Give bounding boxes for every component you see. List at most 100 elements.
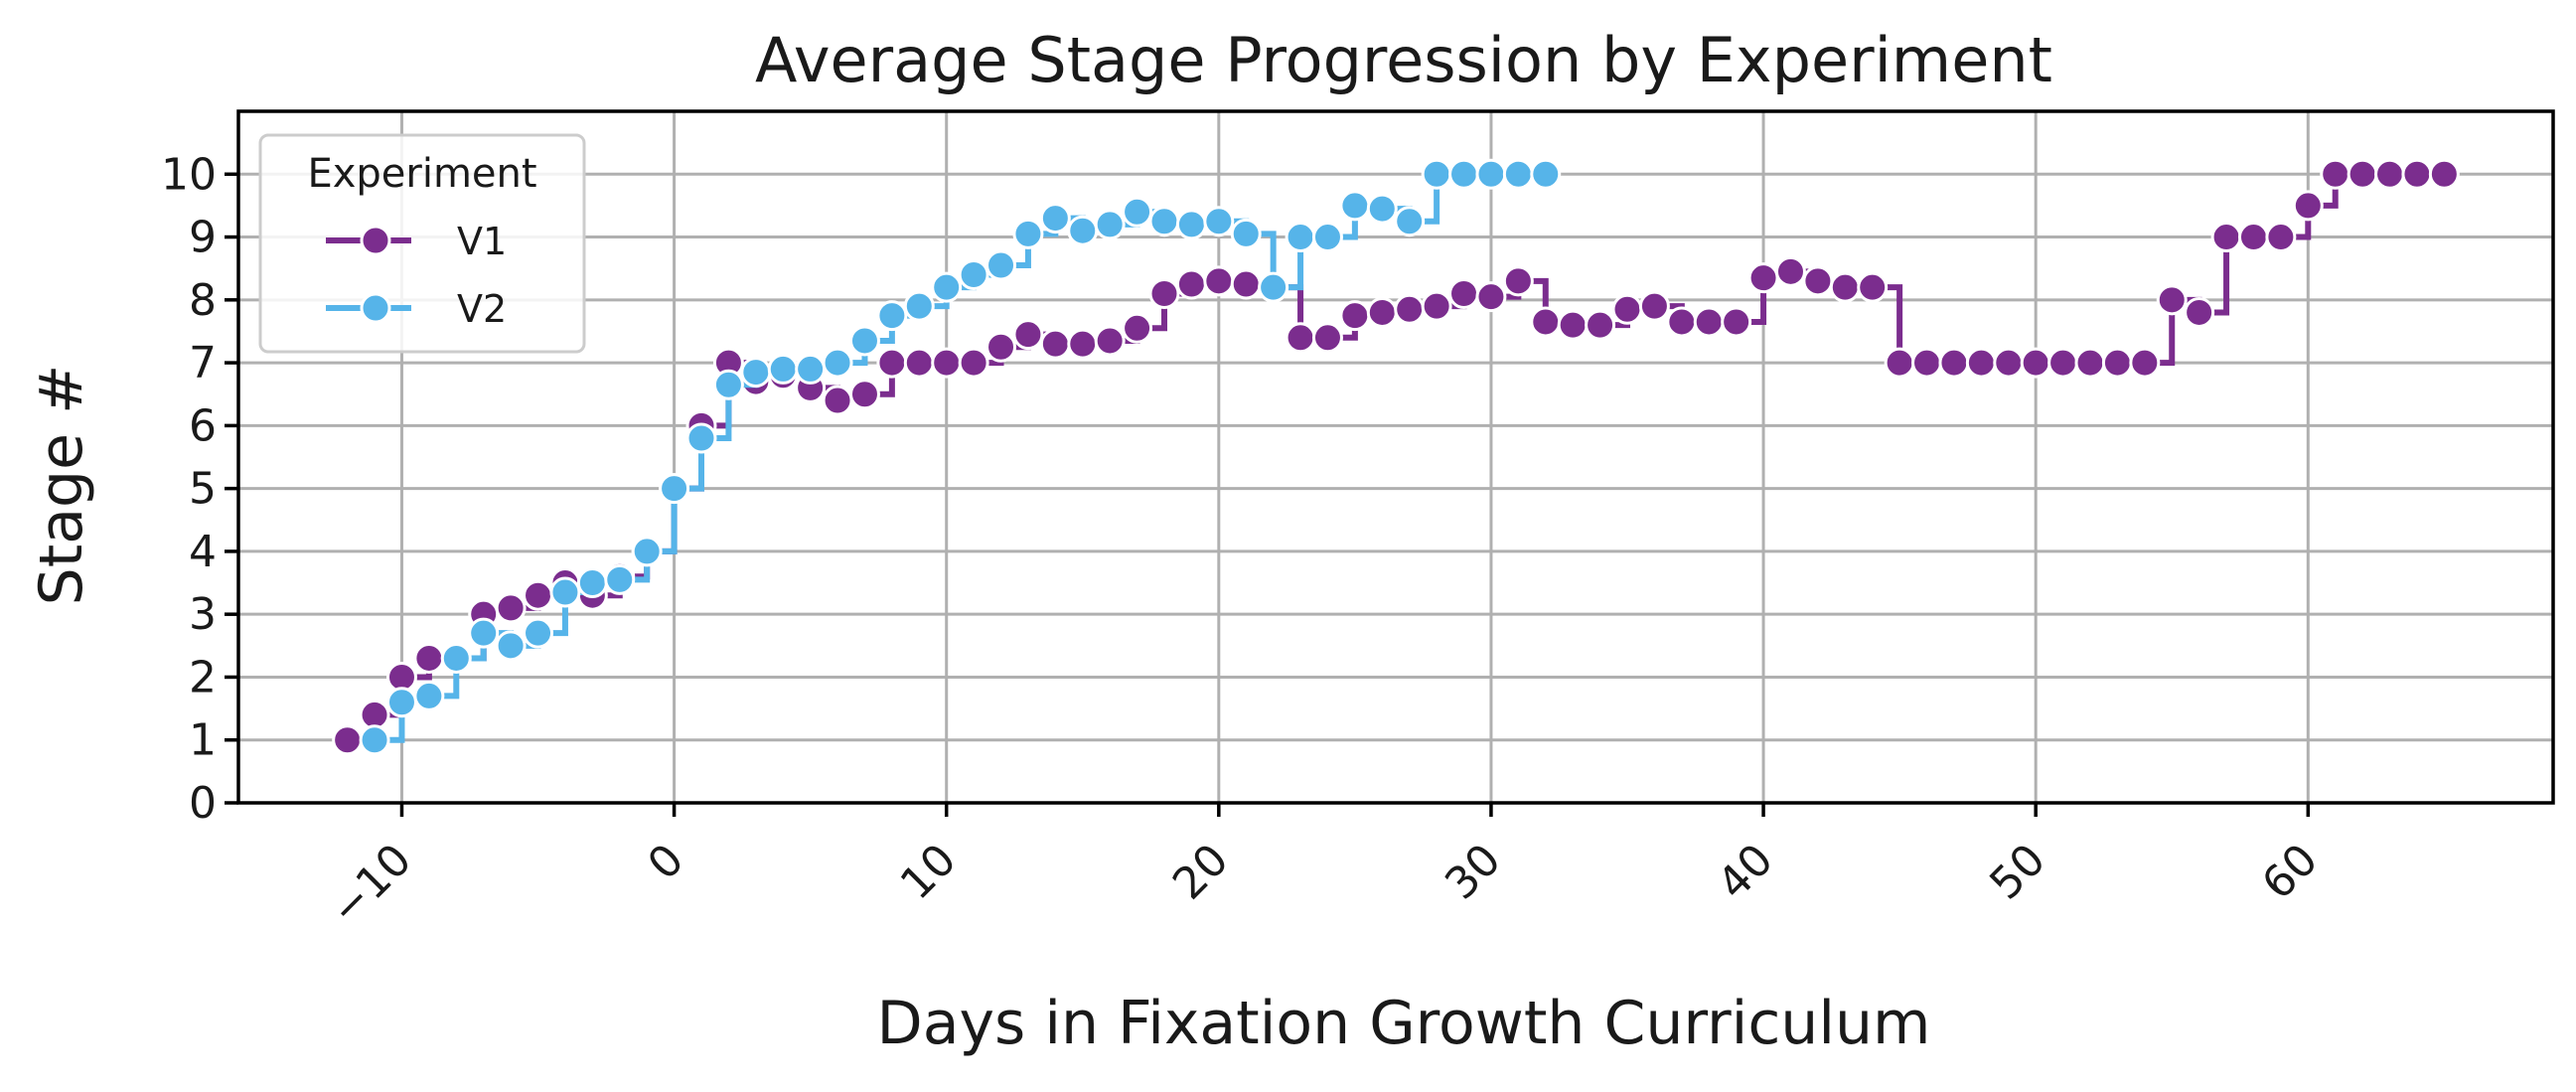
data-point-v1 <box>1585 309 1616 341</box>
data-point-v1 <box>2074 347 2106 379</box>
data-point-v1 <box>848 379 880 410</box>
data-point-v1 <box>1311 322 1343 354</box>
data-point-v1 <box>1938 347 1970 379</box>
data-point-v1 <box>1829 271 1861 303</box>
y-tick-label: 1 <box>189 715 217 766</box>
y-tick-label: 5 <box>189 464 217 515</box>
data-point-v1 <box>1421 290 1452 322</box>
data-point-v2 <box>413 680 445 711</box>
data-point-v1 <box>1012 319 1044 351</box>
data-point-v2 <box>1148 206 1180 237</box>
data-point-v1 <box>2237 222 2269 253</box>
y-tick-label: 3 <box>189 589 217 640</box>
data-point-v1 <box>1067 328 1099 360</box>
data-point-v1 <box>2129 347 2161 379</box>
data-point-v1 <box>1448 277 1480 309</box>
series-v2 <box>359 158 1562 756</box>
data-point-v2 <box>1230 218 1262 249</box>
data-point-v1 <box>1203 265 1235 297</box>
y-tick-label: 8 <box>189 275 217 326</box>
data-point-v2 <box>1394 206 1426 237</box>
y-axis-title: Stage # <box>27 365 96 606</box>
data-point-v1 <box>1857 271 1889 303</box>
data-point-v1 <box>1802 265 1834 297</box>
data-point-v1 <box>1039 328 1071 360</box>
data-point-v2 <box>631 536 663 567</box>
data-point-v1 <box>413 642 445 674</box>
data-point-v2 <box>1175 209 1207 240</box>
data-point-v1 <box>2020 347 2051 379</box>
data-point-v2 <box>767 353 799 385</box>
data-point-v1 <box>2292 190 2324 222</box>
data-point-v1 <box>1666 306 1698 338</box>
data-point-v1 <box>2374 158 2406 190</box>
y-tick-label: 6 <box>189 400 217 451</box>
data-point-v1 <box>1993 347 2025 379</box>
data-point-v1 <box>1148 277 1180 309</box>
data-point-v2 <box>523 617 554 649</box>
data-point-v2 <box>659 473 690 505</box>
data-point-v2 <box>1285 222 1316 253</box>
data-point-v1 <box>2210 222 2242 253</box>
data-point-v1 <box>1638 290 1670 322</box>
data-point-v1 <box>1747 262 1779 294</box>
legend: Experiment V1 V2 <box>258 133 586 354</box>
data-point-v2 <box>712 369 744 400</box>
data-point-v1 <box>1884 347 1915 379</box>
data-point-v2 <box>1094 209 1126 240</box>
data-point-v1 <box>1721 306 1752 338</box>
data-point-v2 <box>495 630 527 662</box>
data-point-v2 <box>876 300 908 332</box>
data-point-v1 <box>822 385 853 416</box>
data-point-v1 <box>385 661 417 693</box>
legend-box <box>258 133 586 354</box>
data-point-v1 <box>1175 268 1207 300</box>
series-line-v2 <box>375 171 1546 743</box>
legend-label-v2: V2 <box>457 287 507 331</box>
data-point-v1 <box>2047 347 2079 379</box>
data-point-v2 <box>1502 158 1534 190</box>
data-point-v1 <box>985 331 1017 363</box>
y-tick-label: 2 <box>189 652 217 702</box>
data-point-v1 <box>1611 293 1643 325</box>
data-point-v1 <box>2101 347 2133 379</box>
data-point-v2 <box>549 576 581 608</box>
y-tick-label: 9 <box>189 213 217 263</box>
data-point-v1 <box>1285 322 1316 354</box>
plot-frame <box>236 109 2555 805</box>
data-point-v1 <box>495 592 527 624</box>
data-point-v1 <box>332 724 364 756</box>
data-point-v1 <box>2265 222 2297 253</box>
data-point-v2 <box>685 422 717 454</box>
data-point-v1 <box>523 579 554 611</box>
data-point-v1 <box>1230 268 1262 300</box>
series-layer <box>332 158 2460 756</box>
data-point-v1 <box>1094 325 1126 357</box>
data-point-v1 <box>1366 296 1398 328</box>
chart-title: Average Stage Progression by Experiment <box>755 24 2052 96</box>
data-point-v2 <box>576 567 608 599</box>
data-point-v1 <box>1122 312 1153 344</box>
data-point-v1 <box>958 347 989 379</box>
data-point-v2 <box>958 259 989 291</box>
data-point-v2 <box>359 724 390 756</box>
legend-entry-v1: V1 <box>326 220 507 263</box>
data-point-v2 <box>985 249 1017 281</box>
data-point-v2 <box>1421 158 1452 190</box>
data-point-v1 <box>2401 158 2433 190</box>
data-point-v2 <box>1067 215 1099 246</box>
data-point-v2 <box>795 353 827 385</box>
data-point-v1 <box>2347 158 2378 190</box>
data-point-v1 <box>1339 300 1371 332</box>
data-point-v2 <box>604 563 636 595</box>
data-point-v1 <box>2320 158 2351 190</box>
data-point-v1 <box>1693 306 1725 338</box>
data-point-v2 <box>1012 218 1044 249</box>
y-tick-label: 4 <box>189 527 217 577</box>
data-point-v2 <box>1366 193 1398 225</box>
data-point-v2 <box>1203 206 1235 237</box>
data-point-v2 <box>1475 158 1507 190</box>
data-point-v2 <box>1039 203 1071 234</box>
data-point-v2 <box>1122 196 1153 228</box>
